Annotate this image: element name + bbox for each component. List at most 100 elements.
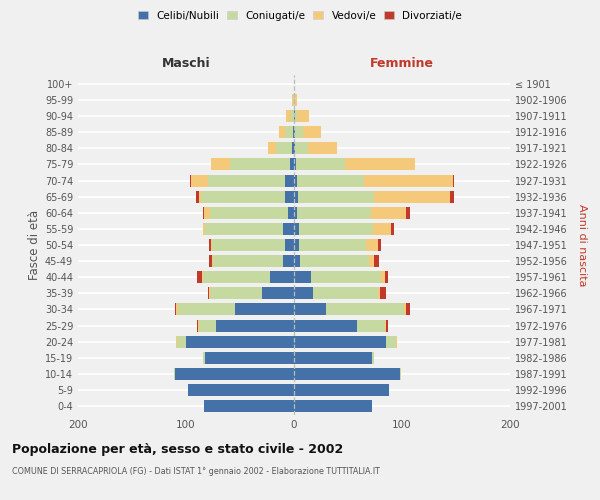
Bar bbox=[367, 239, 378, 251]
Bar bbox=[175, 304, 176, 316]
Bar bbox=[286, 110, 291, 122]
Bar bbox=[313, 288, 378, 300]
Bar bbox=[208, 174, 286, 186]
Bar bbox=[209, 288, 210, 300]
Bar bbox=[292, 94, 293, 106]
Bar bbox=[378, 239, 382, 251]
Bar bbox=[294, 126, 295, 138]
Bar bbox=[449, 190, 454, 202]
Bar bbox=[202, 271, 203, 283]
Bar bbox=[395, 336, 397, 347]
Bar bbox=[406, 206, 410, 219]
Bar bbox=[295, 110, 297, 122]
Bar bbox=[174, 368, 175, 380]
Bar bbox=[211, 158, 230, 170]
Bar bbox=[297, 206, 371, 219]
Bar bbox=[205, 223, 283, 235]
Bar bbox=[326, 304, 404, 316]
Bar bbox=[406, 304, 410, 316]
Bar bbox=[293, 126, 294, 138]
Bar bbox=[296, 158, 345, 170]
Bar bbox=[294, 239, 299, 251]
Bar bbox=[203, 271, 270, 283]
Bar bbox=[188, 384, 294, 396]
Bar bbox=[178, 304, 235, 316]
Bar bbox=[216, 320, 294, 332]
Bar bbox=[302, 126, 321, 138]
Bar bbox=[297, 110, 309, 122]
Bar bbox=[205, 400, 294, 412]
Bar bbox=[212, 239, 286, 251]
Bar bbox=[196, 190, 199, 202]
Bar bbox=[175, 368, 294, 380]
Bar bbox=[374, 190, 449, 202]
Bar bbox=[294, 320, 356, 332]
Bar bbox=[299, 223, 373, 235]
Bar bbox=[205, 352, 294, 364]
Bar bbox=[283, 223, 294, 235]
Bar bbox=[294, 94, 295, 106]
Text: Femmine: Femmine bbox=[370, 57, 434, 70]
Legend: Celibi/Nubili, Coniugati/e, Vedovi/e, Divorziati/e: Celibi/Nubili, Coniugati/e, Vedovi/e, Di… bbox=[135, 8, 465, 24]
Bar bbox=[279, 126, 286, 138]
Bar bbox=[297, 174, 364, 186]
Bar bbox=[295, 142, 308, 154]
Bar bbox=[292, 142, 294, 154]
Y-axis label: Fasce di età: Fasce di età bbox=[28, 210, 41, 280]
Bar bbox=[287, 206, 294, 219]
Bar bbox=[178, 336, 186, 347]
Bar bbox=[372, 352, 374, 364]
Bar bbox=[453, 174, 454, 186]
Bar bbox=[295, 126, 302, 138]
Bar bbox=[286, 126, 293, 138]
Bar bbox=[294, 255, 301, 267]
Bar bbox=[191, 174, 208, 186]
Bar bbox=[386, 320, 388, 332]
Text: COMUNE DI SERRACAPRIOLA (FG) - Dati ISTAT 1° gennaio 2002 - Elaborazione TUTTITA: COMUNE DI SERRACAPRIOLA (FG) - Dati ISTA… bbox=[12, 468, 380, 476]
Bar bbox=[209, 239, 211, 251]
Bar bbox=[205, 206, 210, 219]
Bar bbox=[374, 255, 379, 267]
Bar bbox=[308, 142, 337, 154]
Bar bbox=[298, 190, 374, 202]
Bar bbox=[294, 271, 311, 283]
Bar bbox=[176, 304, 178, 316]
Bar bbox=[294, 384, 389, 396]
Bar bbox=[294, 304, 326, 316]
Bar bbox=[230, 158, 290, 170]
Bar bbox=[197, 320, 198, 332]
Bar bbox=[293, 94, 294, 106]
Bar bbox=[283, 255, 294, 267]
Bar bbox=[290, 158, 294, 170]
Bar bbox=[294, 288, 313, 300]
Bar bbox=[210, 206, 287, 219]
Bar bbox=[197, 271, 202, 283]
Bar bbox=[190, 174, 191, 186]
Bar bbox=[311, 271, 382, 283]
Bar bbox=[213, 255, 283, 267]
Bar bbox=[294, 400, 372, 412]
Bar bbox=[368, 255, 374, 267]
Bar bbox=[295, 94, 297, 106]
Bar bbox=[386, 336, 395, 347]
Bar bbox=[286, 239, 294, 251]
Bar bbox=[294, 158, 296, 170]
Bar bbox=[294, 223, 299, 235]
Bar bbox=[294, 110, 295, 122]
Bar bbox=[203, 206, 205, 219]
Bar bbox=[294, 142, 295, 154]
Bar bbox=[211, 239, 212, 251]
Bar bbox=[356, 320, 385, 332]
Bar bbox=[270, 271, 294, 283]
Bar bbox=[199, 190, 201, 202]
Bar bbox=[262, 288, 294, 300]
Bar bbox=[400, 368, 401, 380]
Bar bbox=[203, 352, 205, 364]
Bar bbox=[385, 271, 388, 283]
Bar bbox=[286, 174, 294, 186]
Bar bbox=[198, 320, 199, 332]
Bar bbox=[294, 336, 386, 347]
Bar bbox=[371, 206, 406, 219]
Bar bbox=[209, 255, 212, 267]
Bar bbox=[345, 158, 415, 170]
